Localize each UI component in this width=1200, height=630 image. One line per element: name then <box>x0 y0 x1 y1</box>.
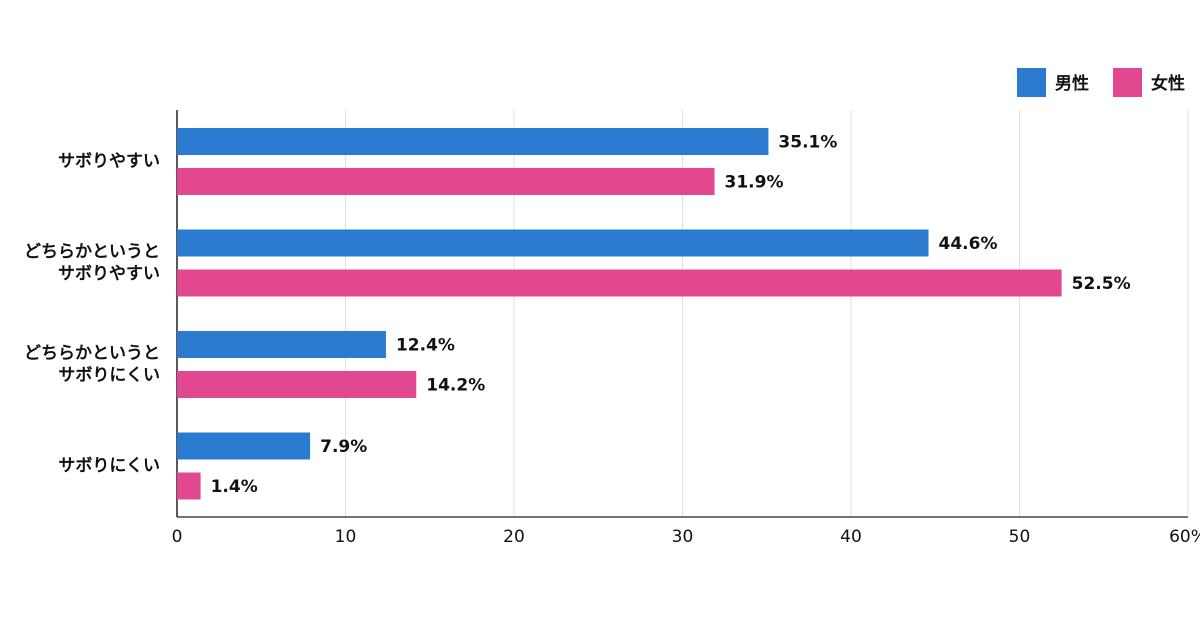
x-tick-label: 40 <box>840 527 862 547</box>
value-label: 44.6% <box>939 234 998 254</box>
x-tick-label: 30 <box>672 527 694 547</box>
bar <box>177 269 1062 297</box>
legend-label: 男性 <box>1055 73 1089 94</box>
x-tick-label: 20 <box>503 527 525 547</box>
legend-label: 女性 <box>1151 73 1185 94</box>
x-tick-label: 10 <box>335 527 357 547</box>
category-label: どちらかというとサボりやすい <box>24 242 160 284</box>
category-label: サボりにくい <box>58 456 160 476</box>
bar <box>177 371 417 398</box>
value-label: 52.5% <box>1072 274 1131 294</box>
bar <box>177 168 715 195</box>
bar <box>177 229 929 257</box>
value-label: 35.1% <box>778 133 837 153</box>
legend-swatch <box>1017 68 1046 97</box>
bar <box>177 128 769 155</box>
value-label: 12.4% <box>396 336 455 356</box>
bar <box>177 472 201 500</box>
bar <box>177 432 311 460</box>
category-label: サボりやすい <box>58 152 160 172</box>
x-tick-label: 50 <box>1009 527 1031 547</box>
value-label: 14.2% <box>426 376 485 396</box>
bar <box>177 331 386 358</box>
value-label: 31.9% <box>725 173 784 193</box>
x-tick-label: 0 <box>172 527 183 547</box>
value-label: 1.4% <box>211 477 258 497</box>
value-label: 7.9% <box>320 437 367 457</box>
x-tick-label: 60% <box>1169 527 1200 547</box>
category-label: どちらかというとサボりにくい <box>24 343 160 385</box>
legend-swatch <box>1113 68 1142 97</box>
